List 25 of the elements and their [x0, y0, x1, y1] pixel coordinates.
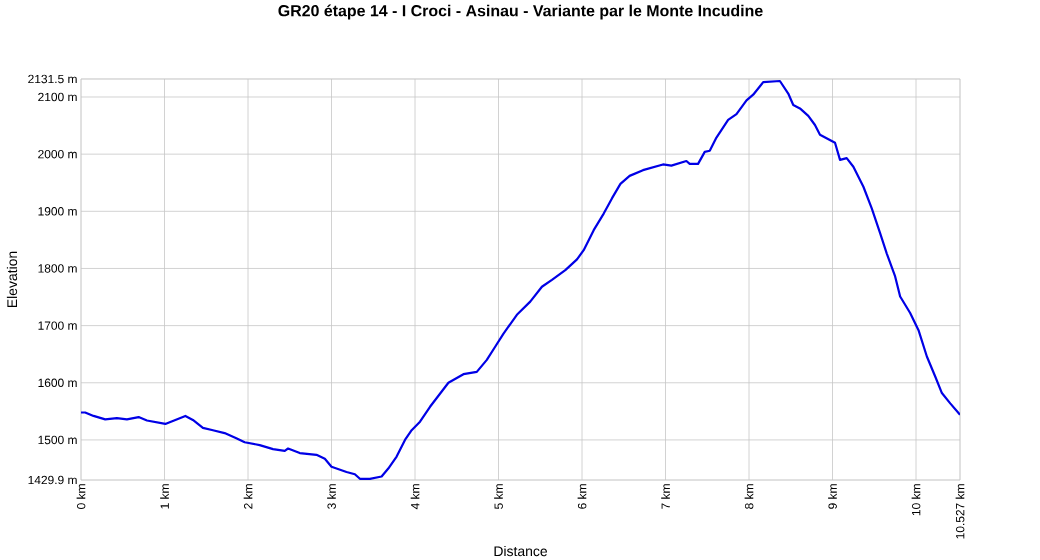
y-tick-label: 2131.5 m: [28, 74, 77, 84]
y-tick-label: 1800 m: [38, 264, 77, 273]
x-tick-label: 9 km: [828, 484, 837, 509]
y-tick-label: 1500 m: [38, 435, 77, 445]
x-axis-title: Distance: [494, 545, 548, 557]
line-series: [81, 79, 961, 480]
y-tick-label: 2100 m: [38, 92, 77, 102]
chart-title: GR20 étape 14 - I Croci - Asinau - Variante par le Monte Incudine: [278, 4, 763, 20]
x-tick-label: 6 km: [577, 484, 587, 509]
x-tick-label: 4 km: [410, 484, 420, 510]
x-tick-label: 7 km: [661, 484, 670, 509]
y-tick-label: 1700 m: [38, 321, 77, 330]
x-tick-label: 3 km: [327, 484, 336, 509]
x-tick-label: 10 km: [911, 484, 921, 516]
x-tick-label: 10.527 km: [955, 484, 965, 539]
x-tick-label: 5 km: [494, 484, 503, 509]
y-axis-title: Elevation: [6, 251, 18, 308]
y-tick-label: 1600 m: [38, 378, 77, 387]
y-tick-label: 1429.9 m: [28, 475, 77, 485]
y-tick-label: 1900 m: [38, 207, 77, 216]
x-tick-label: 8 km: [744, 484, 754, 509]
y-tick-label: 2000 m: [38, 149, 77, 159]
x-tick-label: 1 km: [160, 484, 169, 509]
x-tick-label: 2 km: [243, 484, 253, 509]
x-tick-label: 0 km: [76, 484, 86, 509]
